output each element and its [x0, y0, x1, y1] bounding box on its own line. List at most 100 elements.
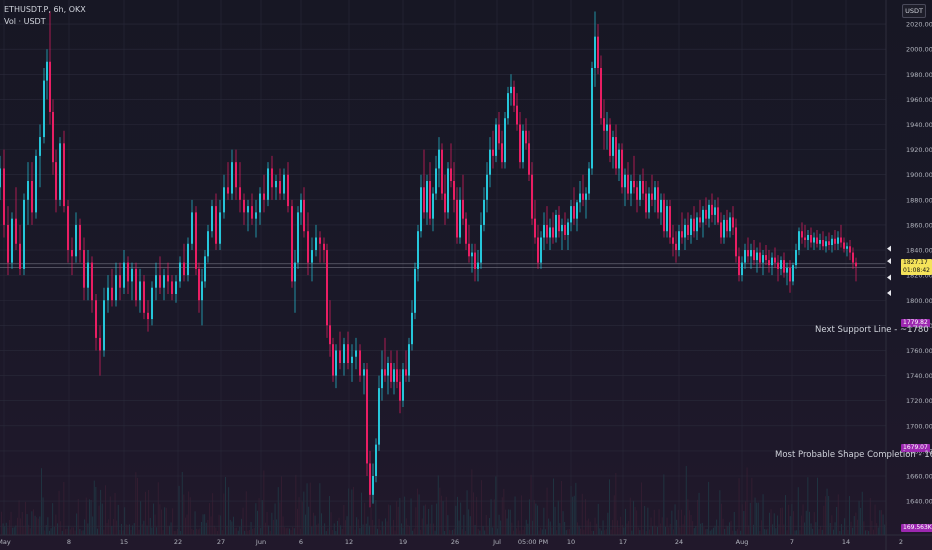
- volume-bar: [364, 502, 366, 535]
- volume-bar: [738, 478, 740, 535]
- volume-bar: [722, 518, 724, 535]
- volume-bar: [277, 487, 279, 535]
- candle-body: [343, 344, 345, 364]
- volume-bar: [569, 529, 570, 535]
- volume-bar: [847, 529, 849, 535]
- volume-bar: [655, 525, 657, 535]
- volume-bar: [465, 530, 466, 535]
- currency-button[interactable]: USDT: [902, 4, 926, 18]
- volume-bar: [463, 514, 465, 535]
- volume-bar: [781, 507, 783, 535]
- candle-body: [618, 149, 620, 169]
- volume-bar: [674, 504, 676, 535]
- volume-bar: [260, 528, 262, 535]
- price-tick-label: 1900.00: [906, 171, 932, 179]
- volume-bar: [743, 510, 745, 535]
- volume-bar: [442, 501, 444, 535]
- volume-bar: [297, 508, 298, 535]
- candle-body: [651, 193, 653, 200]
- volume-bar: [682, 524, 684, 535]
- volume-bar: [290, 530, 292, 535]
- candle-body: [492, 149, 494, 156]
- volume-bar: [452, 529, 454, 535]
- volume-bar: [82, 530, 84, 535]
- volume-indicator-label[interactable]: Vol · USDT: [4, 17, 46, 26]
- volume-bar: [143, 520, 145, 535]
- candle-body: [151, 287, 153, 320]
- volume-bar: [226, 526, 228, 535]
- candle-body: [163, 275, 165, 288]
- volume-bar: [9, 519, 10, 535]
- candle-body: [23, 199, 25, 269]
- volume-bar: [321, 513, 322, 535]
- volume-bar: [213, 525, 215, 535]
- candle-body: [474, 252, 476, 269]
- volume-bar: [445, 496, 447, 535]
- price-tick-label: 1700.00: [906, 422, 932, 430]
- volume-bar: [103, 529, 105, 535]
- volume-bar: [474, 525, 476, 535]
- volume-bar: [282, 516, 284, 535]
- volume-bar: [469, 516, 471, 535]
- symbol-label[interactable]: ETHUSDT.P, 6h, OKX: [4, 5, 86, 14]
- candle-body: [63, 143, 65, 207]
- volume-bar: [677, 509, 679, 535]
- volume-bar: [684, 515, 686, 535]
- volume-bar: [450, 530, 452, 535]
- candle-body: [195, 212, 197, 269]
- candle-body: [372, 476, 374, 495]
- volume-bar: [668, 527, 670, 535]
- candle-body: [798, 231, 800, 251]
- support-price-tag: 1779.82: [901, 319, 930, 327]
- candle-body: [690, 218, 692, 235]
- volume-bar: [229, 519, 231, 535]
- volume-bar: [189, 497, 191, 535]
- volume-bar: [194, 511, 196, 535]
- volume-bar: [60, 521, 62, 535]
- volume-bar: [729, 522, 730, 535]
- candle-body: [534, 218, 536, 238]
- volume-bar: [573, 495, 575, 535]
- volume-bar: [58, 490, 60, 535]
- volume-bar: [589, 521, 591, 535]
- time-tick-label: 27: [217, 538, 225, 546]
- current-price-tag: 1827.17 01:08:42: [901, 259, 932, 275]
- volume-bar: [692, 521, 694, 535]
- volume-bar: [349, 525, 351, 535]
- volume-bar: [41, 468, 42, 535]
- volume-bar: [362, 524, 364, 535]
- volume-bar: [84, 519, 86, 535]
- volume-bar: [853, 516, 855, 535]
- volume-bar: [511, 522, 513, 535]
- volume-bar: [119, 530, 121, 535]
- candle-body: [807, 234, 809, 240]
- volume-bar: [162, 530, 164, 535]
- volume-bar: [385, 518, 386, 535]
- volume-bar: [780, 507, 782, 535]
- candle-body: [79, 224, 81, 251]
- volume-bar: [407, 524, 409, 535]
- candle-body: [71, 250, 73, 257]
- volume-bar: [301, 501, 303, 535]
- volume-bar: [477, 528, 479, 535]
- volume-bar: [87, 523, 89, 535]
- volume-bar: [585, 499, 586, 535]
- volume-bar: [572, 496, 574, 535]
- volume-bar: [761, 520, 762, 535]
- volume-bar: [337, 520, 338, 535]
- candle-body: [294, 262, 296, 282]
- time-tick-label: 8: [67, 538, 71, 546]
- volume-bar: [77, 498, 79, 535]
- volume-bar: [233, 516, 234, 535]
- volume-bar: [111, 525, 113, 535]
- volume-bar: [113, 518, 114, 535]
- candle-body: [660, 199, 662, 213]
- volume-bar: [257, 510, 258, 535]
- volume-bar: [545, 529, 546, 535]
- candle-body: [789, 267, 791, 282]
- volume-bar: [535, 503, 537, 535]
- volume-bar: [762, 494, 764, 535]
- candle-body: [127, 262, 129, 282]
- volume-bar: [799, 530, 801, 535]
